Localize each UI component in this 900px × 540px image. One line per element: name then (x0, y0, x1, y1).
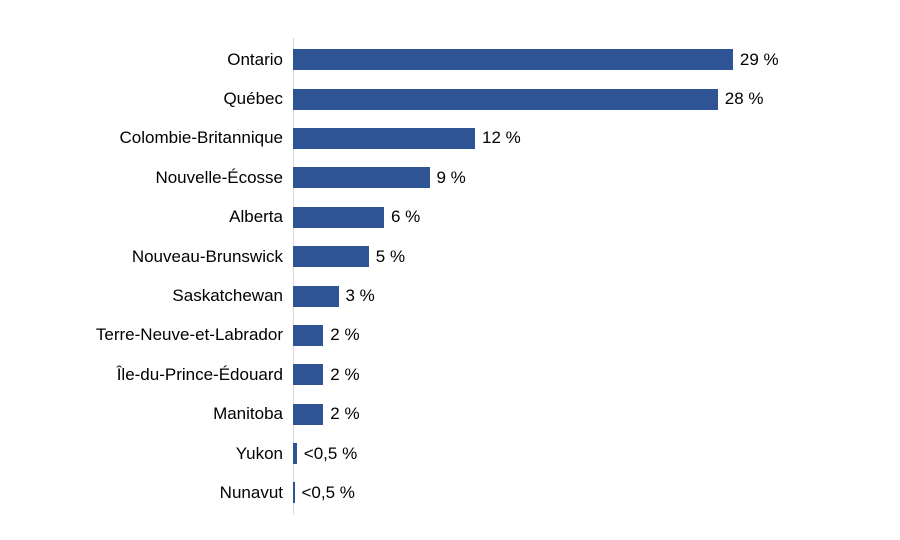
value-label: 2 % (330, 364, 360, 384)
bar-area: <0,5 % (293, 434, 900, 473)
chart-row: Ontario 29 % (0, 40, 900, 79)
bar-area: 2 % (293, 395, 900, 434)
chart-row: Île-du-Prince-Édouard 2 % (0, 355, 900, 394)
y-axis-line (293, 38, 294, 515)
chart-row: Terre-Neuve-et-Labrador 2 % (0, 316, 900, 355)
category-label: Manitoba (213, 404, 283, 424)
value-label: <0,5 % (301, 482, 355, 502)
category-label: Nouveau-Brunswick (131, 246, 283, 266)
bar (293, 167, 430, 189)
chart-row: Saskatchewan 3 % (0, 276, 900, 315)
bar (293, 364, 324, 386)
value-label: 2 % (330, 325, 360, 345)
category-label: Terre-Neuve-et-Labrador (95, 325, 283, 345)
category-label: Nouvelle-Écosse (155, 167, 283, 187)
bar (293, 285, 339, 307)
category-label: Colombie-Britannique (119, 128, 283, 148)
bar-area: 6 % (293, 198, 900, 237)
category-label: Saskatchewan (172, 286, 283, 306)
category-label: Yukon (235, 443, 283, 463)
chart-row: Nouveau-Brunswick 5 % (0, 237, 900, 276)
bar-area: <0,5 % (293, 473, 900, 512)
bar-area: 12 % (293, 119, 900, 158)
chart-row: Colombie-Britannique 12 % (0, 119, 900, 158)
chart-row: Québec 28 % (0, 79, 900, 118)
bar-area: 28 % (293, 79, 900, 118)
value-label: 6 % (391, 207, 421, 227)
bar (293, 443, 297, 465)
bar (293, 324, 324, 346)
bar-area: 9 % (293, 158, 900, 197)
category-label: Alberta (229, 207, 283, 227)
category-label: Nunavut (219, 482, 283, 502)
chart-row: Nouvelle-Écosse 9 % (0, 158, 900, 197)
value-label: <0,5 % (303, 443, 358, 463)
value-label: 12 % (482, 128, 521, 148)
category-label: Ontario (227, 49, 283, 69)
bar (293, 403, 324, 425)
bar (293, 482, 295, 504)
value-label: 3 % (345, 286, 375, 306)
category-label: Québec (223, 89, 283, 109)
chart-row: Nunavut <0,5 % (0, 473, 900, 512)
bar-area: 2 % (293, 316, 900, 355)
value-label: 29 % (739, 49, 779, 69)
bar (293, 49, 733, 71)
bar (293, 127, 475, 149)
bar-area: 29 % (293, 40, 900, 79)
value-label: 9 % (436, 167, 466, 187)
category-label: Île-du-Prince-Édouard (116, 364, 283, 384)
bar (293, 206, 384, 228)
chart-row: Yukon <0,5 % (0, 434, 900, 473)
value-label: 5 % (375, 246, 406, 266)
bar-area: 3 % (293, 276, 900, 315)
chart-row: Manitoba 2 % (0, 395, 900, 434)
chart-row: Alberta 6 % (0, 198, 900, 237)
value-label: 28 % (724, 89, 764, 109)
bar-area: 5 % (293, 237, 900, 276)
chart-rows: Ontario 29 % Québec 28 % Colombie-Britanniqu… (0, 40, 900, 513)
bar (293, 88, 718, 110)
value-label: 2 % (330, 404, 360, 424)
bar-area: 2 % (293, 355, 900, 394)
bar (293, 246, 369, 268)
